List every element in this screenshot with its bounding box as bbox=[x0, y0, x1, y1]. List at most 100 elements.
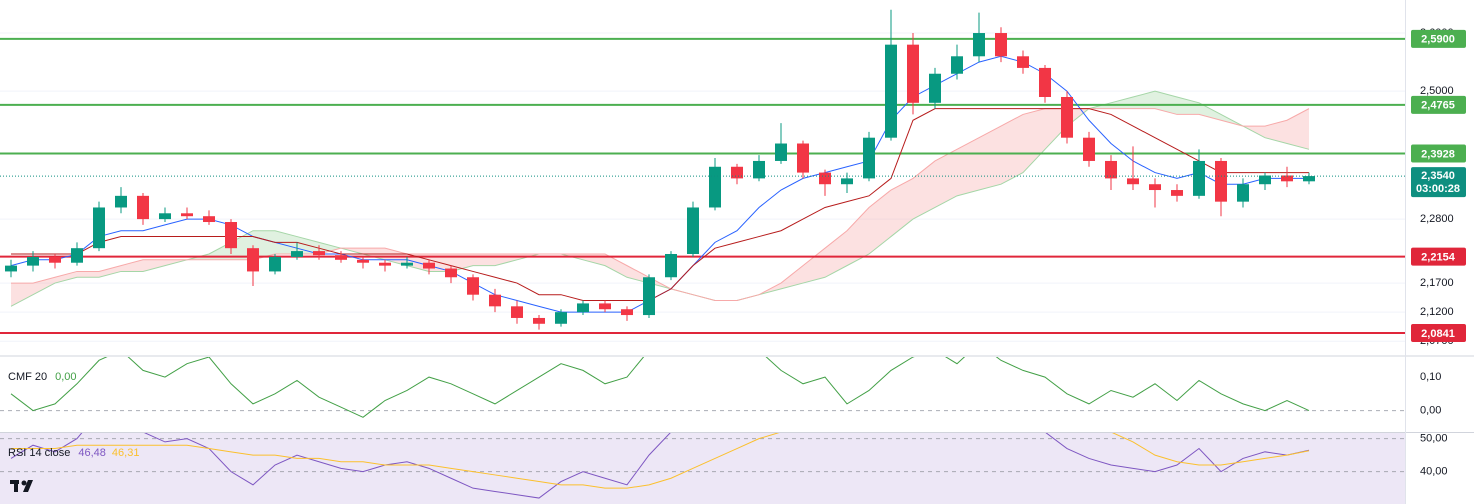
candle-body bbox=[291, 251, 303, 257]
indicator-line bbox=[11, 108, 1309, 302]
y-tick-label: 50,00 bbox=[1420, 433, 1448, 445]
cloud-segment bbox=[143, 259, 165, 272]
candle-body bbox=[467, 277, 479, 295]
cloud-segment bbox=[1265, 120, 1287, 144]
candle-body bbox=[1105, 160, 1117, 179]
cloud-segment bbox=[957, 137, 979, 196]
candle-body bbox=[797, 143, 809, 173]
candle-body bbox=[643, 277, 655, 316]
candle-body bbox=[533, 317, 545, 324]
y-tick-label: 2,1700 bbox=[1420, 277, 1454, 289]
candle-body bbox=[1061, 96, 1073, 138]
candle-body bbox=[313, 251, 325, 256]
price-pane bbox=[0, 9, 1405, 342]
cloud-segment bbox=[891, 178, 913, 237]
cloud-segment bbox=[1111, 96, 1133, 109]
cloud-segment bbox=[1001, 114, 1023, 185]
last-price-tag bbox=[1411, 167, 1466, 198]
candle-body bbox=[973, 33, 985, 57]
candle-body bbox=[489, 294, 501, 307]
rsi-band bbox=[0, 433, 1405, 504]
cloud-segment bbox=[1155, 91, 1177, 115]
candle-body bbox=[27, 256, 39, 266]
logo bbox=[10, 480, 33, 492]
candle-body bbox=[709, 166, 721, 208]
candle-body bbox=[885, 44, 897, 138]
candle-body bbox=[71, 248, 83, 263]
level-label: 2,4765 bbox=[1421, 100, 1455, 112]
indicator-line bbox=[10, 357, 1310, 418]
candle-body bbox=[115, 195, 127, 208]
y-tick-label: 2,2800 bbox=[1420, 213, 1454, 225]
candle-body bbox=[1215, 160, 1227, 202]
cloud-segment bbox=[605, 253, 627, 278]
candle-body bbox=[665, 253, 677, 278]
candle-body bbox=[49, 256, 61, 263]
cmf-pane bbox=[0, 357, 1405, 418]
level-tag bbox=[1411, 247, 1466, 266]
candle-body bbox=[1237, 184, 1249, 202]
candle-body bbox=[1303, 176, 1315, 182]
candle-body bbox=[753, 160, 765, 179]
candle-body bbox=[269, 256, 281, 272]
pane-title: CMF 20 bbox=[8, 371, 47, 383]
cloud-span-b bbox=[11, 108, 1310, 302]
candle-body bbox=[445, 268, 457, 278]
candle-body bbox=[159, 213, 171, 220]
candle-body bbox=[1039, 67, 1051, 97]
candle-body bbox=[929, 73, 941, 103]
cloud-segment bbox=[781, 265, 803, 289]
candle-body bbox=[1193, 160, 1205, 196]
level-tag bbox=[1411, 95, 1466, 114]
indicator-line bbox=[10, 433, 1310, 499]
cloud-segment bbox=[847, 207, 869, 266]
candle-body bbox=[951, 56, 963, 74]
candle-body bbox=[1127, 178, 1139, 185]
candle-body bbox=[995, 33, 1007, 57]
level-label: 2,2154 bbox=[1421, 252, 1456, 264]
last-price-label: 2,3540 bbox=[1421, 170, 1455, 182]
candle-body bbox=[423, 262, 435, 269]
level-tag bbox=[1411, 324, 1466, 343]
candle-body bbox=[379, 262, 391, 266]
level-label: 2,5900 bbox=[1421, 34, 1455, 46]
cloud-segment bbox=[121, 259, 143, 272]
candle-body bbox=[1171, 190, 1183, 196]
countdown: 03:00:28 bbox=[1416, 183, 1460, 195]
candle-body bbox=[247, 248, 259, 272]
cloud-segment bbox=[825, 230, 847, 278]
candle-body bbox=[5, 265, 17, 272]
candle-body bbox=[621, 309, 633, 316]
rsi-pane bbox=[0, 433, 1405, 504]
cloud-span-a bbox=[10, 90, 1310, 307]
candle-body bbox=[137, 195, 149, 220]
y-tick-label: 0,00 bbox=[1420, 404, 1441, 416]
y-tick-label: 2,5000 bbox=[1420, 85, 1454, 97]
candle-body bbox=[225, 222, 237, 249]
candle-body bbox=[907, 44, 919, 103]
pane-title: RSI 14 close bbox=[8, 447, 70, 459]
level-label: 2,3928 bbox=[1421, 148, 1455, 160]
level-tag bbox=[1411, 29, 1466, 48]
candle-body bbox=[841, 178, 853, 185]
cloud-segment bbox=[1023, 108, 1045, 173]
indicator-line bbox=[10, 55, 1309, 313]
level-label: 2,0841 bbox=[1421, 328, 1455, 340]
y-tick-label: 2,1200 bbox=[1420, 306, 1454, 318]
candle-body bbox=[1017, 56, 1029, 68]
candle-body bbox=[577, 303, 589, 313]
pane-value: 0,00 bbox=[55, 371, 76, 383]
pane-value: 46,31 bbox=[112, 447, 140, 459]
candle-body bbox=[335, 255, 347, 260]
cloud-segment bbox=[979, 126, 1001, 191]
cloud-segment bbox=[33, 277, 55, 295]
candle-body bbox=[1259, 175, 1271, 185]
cloud-segment bbox=[11, 283, 33, 307]
cloud-segment bbox=[99, 265, 121, 278]
candle-body bbox=[775, 143, 787, 161]
candle-body bbox=[819, 172, 831, 185]
candle-body bbox=[687, 207, 699, 254]
candle-body bbox=[357, 259, 369, 263]
candle-body bbox=[863, 137, 875, 179]
